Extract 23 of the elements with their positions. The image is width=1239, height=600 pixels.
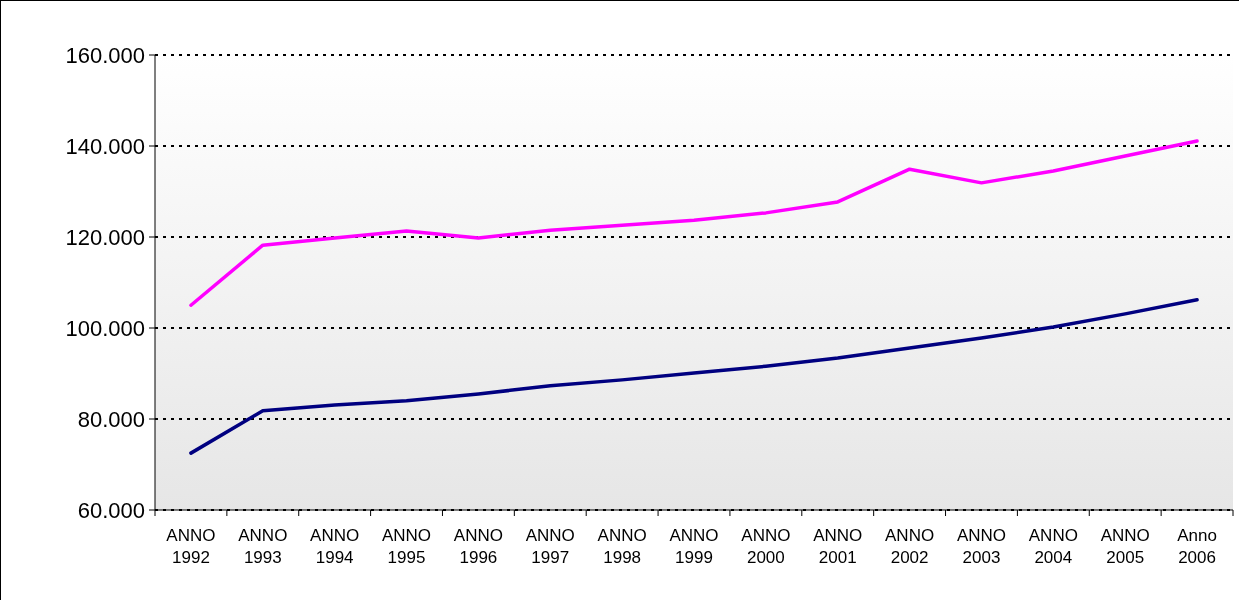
- y-tick-label: 120.000: [65, 224, 145, 250]
- line-series: [189, 139, 1199, 307]
- x-tick-label: ANNO 2003: [956, 526, 1007, 568]
- x-tick-label: ANNO 2004: [1028, 526, 1078, 568]
- y-tick-label: 100.000: [65, 315, 145, 341]
- y-tick-label: 160.000: [65, 42, 145, 68]
- x-tick-label: ANNO 2002: [885, 526, 935, 568]
- x-tick-label: ANNO 2000: [741, 526, 791, 568]
- y-tick-label: 60.000: [77, 497, 145, 523]
- x-tick-label: ANNO 1995: [381, 526, 432, 568]
- line-series: [189, 298, 1199, 455]
- x-tick-label: ANNO 1992: [166, 526, 216, 568]
- y-tick-label: 140.000: [65, 133, 145, 159]
- x-tick-label: ANNO 1993: [238, 526, 288, 568]
- x-tick-label: Anno 2006: [1177, 526, 1217, 568]
- x-tick-label: ANNO 1999: [669, 526, 719, 568]
- x-tick-label: ANNO 2005: [1100, 526, 1150, 568]
- x-tick-label: ANNO 1997: [525, 526, 575, 568]
- x-tick-label: ANNO 2001: [813, 526, 863, 568]
- y-tick-label: 80.000: [77, 406, 145, 432]
- x-tick-label: ANNO 1994: [310, 526, 360, 568]
- x-tick-label: ANNO 1996: [453, 526, 503, 568]
- x-tick-label: ANNO 1998: [597, 526, 647, 568]
